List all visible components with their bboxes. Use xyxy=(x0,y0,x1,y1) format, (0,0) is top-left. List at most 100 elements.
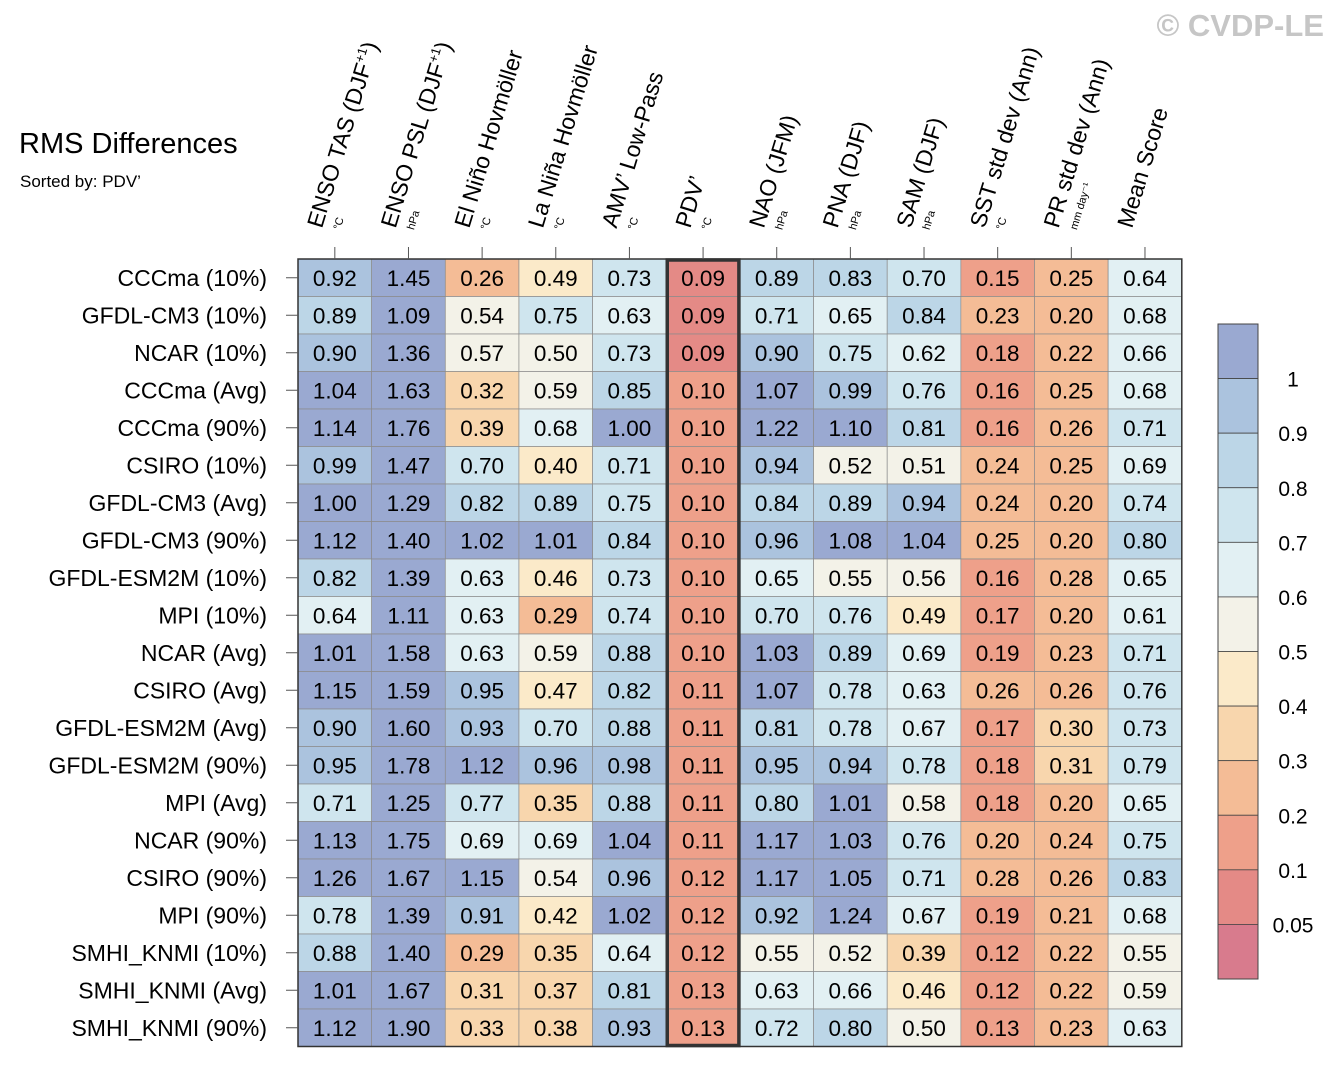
cell-value: 0.10 xyxy=(681,603,725,628)
row-label: GFDL-ESM2M (Avg) xyxy=(55,715,267,741)
heatmap-cell xyxy=(518,408,593,447)
cell-value: 0.11 xyxy=(682,828,724,853)
heatmap-cell xyxy=(444,858,520,897)
cell-value: 0.78 xyxy=(313,903,357,928)
heatmap-cell xyxy=(813,933,888,972)
cell-value: 0.26 xyxy=(1049,866,1093,891)
cell-value: 1.45 xyxy=(387,266,431,291)
heatmap-cell xyxy=(886,971,962,1010)
row-label: GFDL-CM3 (10%) xyxy=(82,302,267,328)
cell-value: 0.73 xyxy=(608,266,652,291)
cell-value: 0.10 xyxy=(681,416,725,441)
row-label: SMHI_KNMI (10%) xyxy=(71,940,267,966)
cell-value: 1.39 xyxy=(387,566,431,591)
cell-value: 1.14 xyxy=(313,416,357,441)
cell-value: 0.32 xyxy=(460,378,504,403)
heatmap-cell xyxy=(592,858,667,897)
heatmap-cell xyxy=(371,821,446,860)
colorbar-segment xyxy=(1217,814,1259,871)
heatmap-cell xyxy=(444,558,520,597)
cell-value: 0.63 xyxy=(755,978,799,1003)
heatmap-cell xyxy=(886,783,962,822)
cell-value: 0.75 xyxy=(608,491,652,516)
cell-value: 1.01 xyxy=(828,791,872,816)
cell-value: 0.69 xyxy=(1123,453,1167,478)
heatmap-cell xyxy=(1034,408,1109,447)
cell-value: 0.70 xyxy=(460,453,504,478)
heatmap-cell xyxy=(444,596,520,635)
colorbar-segment xyxy=(1217,378,1259,434)
heatmap-cell xyxy=(592,558,667,597)
cell-value: 0.89 xyxy=(828,491,872,516)
heatmap-cell xyxy=(1107,1008,1183,1047)
cell-value: 0.38 xyxy=(534,1016,578,1041)
heatmap-cell xyxy=(1107,633,1183,672)
cell-value: 0.99 xyxy=(313,453,357,478)
heatmap-cell xyxy=(886,558,962,597)
column-unit: hPa xyxy=(921,208,938,231)
heatmap-cell xyxy=(444,671,520,710)
heatmap-cell xyxy=(813,596,888,635)
cell-value: 0.18 xyxy=(976,791,1020,816)
heatmap-cell xyxy=(518,1008,593,1047)
heatmap-cell xyxy=(518,521,593,560)
row-label: SMHI_KNMI (Avg) xyxy=(78,977,267,1003)
cell-value: 1.13 xyxy=(313,828,357,853)
cell-value: 1.40 xyxy=(387,941,431,966)
cell-value: 0.73 xyxy=(608,341,652,366)
cell-value: 0.69 xyxy=(534,828,578,853)
column-label-text: SST std dev (Ann) xyxy=(965,44,1045,231)
heatmap-cell xyxy=(739,933,814,972)
column-unit: hPa xyxy=(405,208,422,231)
cell-value: 0.50 xyxy=(534,341,578,366)
heatmap-cell xyxy=(739,596,814,635)
cell-value: 0.88 xyxy=(608,641,652,666)
cell-value: 0.22 xyxy=(1049,341,1093,366)
cell-value: 0.09 xyxy=(681,341,725,366)
column-label: SAM (DJF)hPa xyxy=(891,114,949,231)
heatmap-cell xyxy=(1034,671,1109,710)
cell-value: 0.83 xyxy=(1123,866,1167,891)
cell-value: 0.35 xyxy=(534,791,578,816)
cell-value: 0.56 xyxy=(902,566,946,591)
cell-value: 1.15 xyxy=(460,866,504,891)
heatmap-cell xyxy=(813,408,888,447)
heatmap-cell xyxy=(297,821,373,860)
heatmap-cell xyxy=(444,446,520,485)
column-label-text: NAO (JFM) xyxy=(744,112,803,231)
colorbar-border xyxy=(1217,323,1259,980)
heatmap-cell xyxy=(665,1008,741,1047)
cell-value: 1.00 xyxy=(313,491,357,516)
column-label-text: La Niña Hovmöller xyxy=(523,42,603,231)
cell-value: 1.15 xyxy=(313,678,357,703)
cell-value: 0.66 xyxy=(828,978,872,1003)
cell-value: 0.16 xyxy=(976,566,1020,591)
row-label: CCCma (Avg) xyxy=(124,377,267,403)
heatmap-cell xyxy=(592,446,667,485)
cell-value: 0.50 xyxy=(902,1016,946,1041)
cell-value: 0.15 xyxy=(976,266,1020,291)
cell-value: 0.24 xyxy=(1049,828,1093,853)
cell-value: 1.02 xyxy=(608,903,652,928)
cell-value: 0.22 xyxy=(1049,941,1093,966)
cell-value: 1.39 xyxy=(387,903,431,928)
cell-value: 0.65 xyxy=(828,303,872,328)
heatmap-cell xyxy=(592,933,667,972)
heatmap-cell xyxy=(444,1008,520,1047)
heatmap-cell xyxy=(592,708,667,747)
cell-value: 0.69 xyxy=(460,828,504,853)
colorbar-tick-label: 0.2 xyxy=(1278,805,1307,828)
heatmap-cell xyxy=(297,483,373,522)
cell-value: 0.31 xyxy=(460,978,504,1003)
heatmap-cell xyxy=(886,296,962,335)
cell-value: 0.84 xyxy=(755,491,799,516)
cell-value: 0.71 xyxy=(608,453,652,478)
heatmap-cell xyxy=(518,558,593,597)
cell-value: 0.30 xyxy=(1049,716,1093,741)
cell-value: 1.29 xyxy=(387,491,431,516)
heatmap-cell xyxy=(371,633,446,672)
column-label-text: ENSO PSL (DJF+1) xyxy=(375,38,456,230)
heatmap-cell xyxy=(1034,333,1109,372)
heatmap-cell xyxy=(886,258,962,297)
heatmap-cell xyxy=(371,596,446,635)
